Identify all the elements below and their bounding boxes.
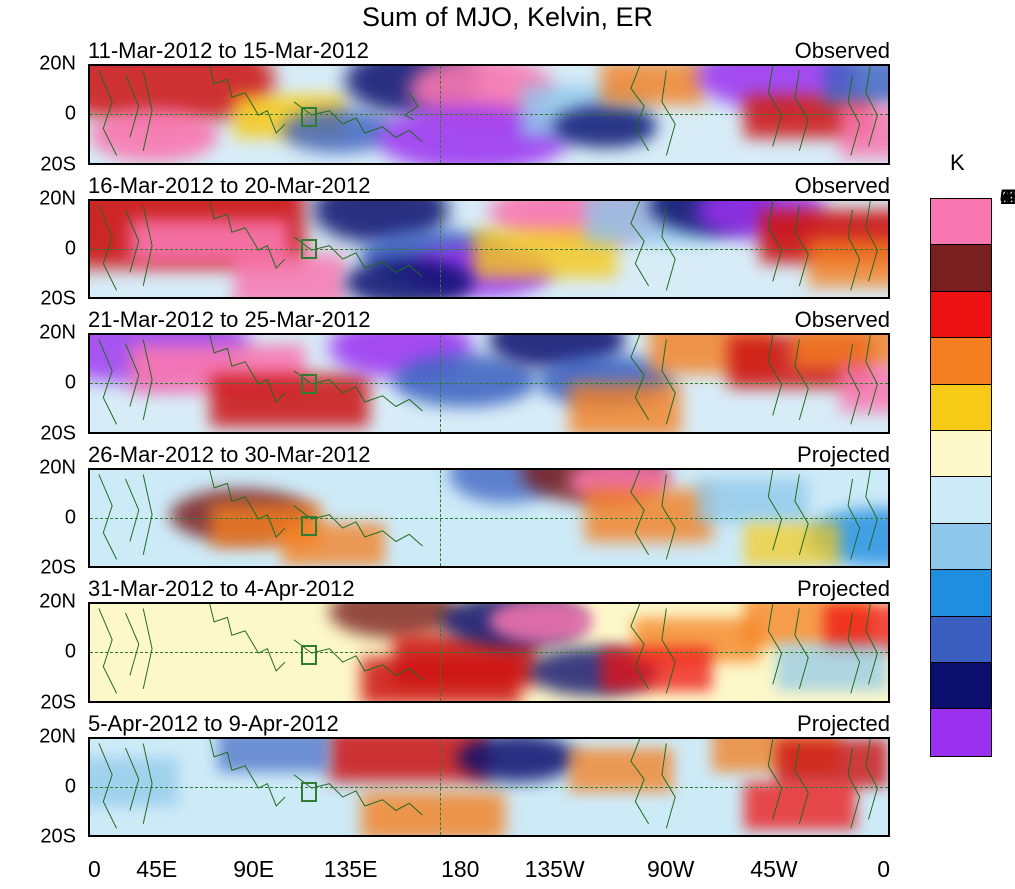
map-panel-3[interactable] bbox=[88, 468, 890, 569]
ylabel-20s-5: 20S bbox=[40, 826, 76, 849]
ylabel-0-0: 0 bbox=[65, 103, 76, 126]
colorbar-seg-2 bbox=[931, 292, 991, 338]
ylabel-20n-0: 20N bbox=[39, 53, 76, 76]
panel-date-5: 5-Apr-2012 to 9-Apr-2012 bbox=[88, 711, 339, 737]
xlabel-90w: 90W bbox=[647, 856, 694, 886]
map-panel-2[interactable] bbox=[88, 333, 890, 434]
ylabel-20n-4: 20N bbox=[39, 591, 76, 614]
panel-date-3: 26-Mar-2012 to 30-Mar-2012 bbox=[88, 442, 370, 468]
ylabel-0-3: 0 bbox=[65, 506, 76, 529]
xlabel-45e: 45E bbox=[136, 856, 177, 886]
colorbar-seg-3 bbox=[931, 338, 991, 384]
panel-row: 5-Apr-2012 to 9-Apr-2012 Projected 20N 0… bbox=[0, 711, 900, 846]
colorbar-seg-5 bbox=[931, 431, 991, 477]
colorbar-label-m5: -5 bbox=[1000, 186, 1015, 210]
map-panel-4[interactable] bbox=[88, 602, 890, 703]
colorbar-seg-8 bbox=[931, 570, 991, 616]
panel-status-1: Observed bbox=[795, 173, 890, 199]
ylabel-20n-5: 20N bbox=[39, 725, 76, 748]
main-title: Sum of MJO, Kelvin, ER bbox=[0, 2, 1015, 33]
panels-wrap: 11-Mar-2012 to 15-Mar-2012 Observed 20N … bbox=[0, 38, 900, 845]
location-marker-1 bbox=[301, 239, 317, 259]
ylabel-20n-2: 20N bbox=[39, 322, 76, 345]
location-marker-5 bbox=[301, 782, 317, 802]
colorbar-seg-7 bbox=[931, 524, 991, 570]
xlabel-135w: 135W bbox=[525, 856, 585, 886]
panel-row: 11-Mar-2012 to 15-Mar-2012 Observed 20N … bbox=[0, 38, 900, 173]
colorbar-seg-11 bbox=[931, 709, 991, 755]
map-panel-1[interactable] bbox=[88, 199, 890, 300]
xlabel-45w: 45W bbox=[750, 856, 797, 886]
panel-status-0: Observed bbox=[795, 38, 890, 64]
colorbar-seg-6 bbox=[931, 477, 991, 523]
xlabel-180: 180 bbox=[441, 856, 479, 886]
panel-status-3: Projected bbox=[797, 442, 890, 468]
ylabel-0-4: 0 bbox=[65, 641, 76, 664]
panel-date-1: 16-Mar-2012 to 20-Mar-2012 bbox=[88, 173, 370, 199]
location-marker-2 bbox=[301, 374, 317, 394]
x-axis-labels: 0 45E 90E 135E 180 135W 90W 45W 0 bbox=[88, 856, 890, 886]
panel-status-4: Projected bbox=[797, 576, 890, 602]
panel-date-0: 11-Mar-2012 to 15-Mar-2012 bbox=[88, 38, 369, 64]
xlabel-90e: 90E bbox=[233, 856, 274, 886]
colorbar-title: K bbox=[950, 150, 965, 176]
colorbar-seg-1 bbox=[931, 245, 991, 291]
panel-row: 31-Mar-2012 to 4-Apr-2012 Projected 20N … bbox=[0, 576, 900, 711]
map-panel-0[interactable] bbox=[88, 64, 890, 165]
colorbar-seg-9 bbox=[931, 617, 991, 663]
panel-row: 26-Mar-2012 to 30-Mar-2012 Projected 20N… bbox=[0, 442, 900, 577]
panel-status-2: Observed bbox=[795, 307, 890, 333]
panel-row: 16-Mar-2012 to 20-Mar-2012 Observed 20N … bbox=[0, 173, 900, 308]
colorbar[interactable] bbox=[930, 198, 992, 757]
panel-date-4: 31-Mar-2012 to 4-Apr-2012 bbox=[88, 576, 355, 602]
ylabel-0-1: 0 bbox=[65, 237, 76, 260]
colorbar-seg-10 bbox=[931, 663, 991, 709]
panel-row: 21-Mar-2012 to 25-Mar-2012 Observed 20N … bbox=[0, 307, 900, 442]
map-panel-5[interactable] bbox=[88, 737, 890, 838]
ylabel-0-2: 0 bbox=[65, 372, 76, 395]
location-marker-3 bbox=[301, 516, 317, 536]
ylabel-0-5: 0 bbox=[65, 775, 76, 798]
panel-date-2: 21-Mar-2012 to 25-Mar-2012 bbox=[88, 307, 370, 333]
panel-status-5: Projected bbox=[797, 711, 890, 737]
root-container: Sum of MJO, Kelvin, ER 11-Mar-2012 to 15… bbox=[0, 0, 1015, 889]
location-marker-0 bbox=[301, 107, 317, 127]
colorbar-seg-0 bbox=[931, 199, 991, 245]
ylabel-20n-1: 20N bbox=[39, 187, 76, 210]
ylabel-20n-3: 20N bbox=[39, 456, 76, 479]
xlabel-0: 0 bbox=[88, 856, 101, 886]
colorbar-seg-4 bbox=[931, 385, 991, 431]
xlabel-135e: 135E bbox=[324, 856, 378, 886]
xlabel-0b: 0 bbox=[877, 856, 890, 886]
location-marker-4 bbox=[301, 645, 317, 665]
